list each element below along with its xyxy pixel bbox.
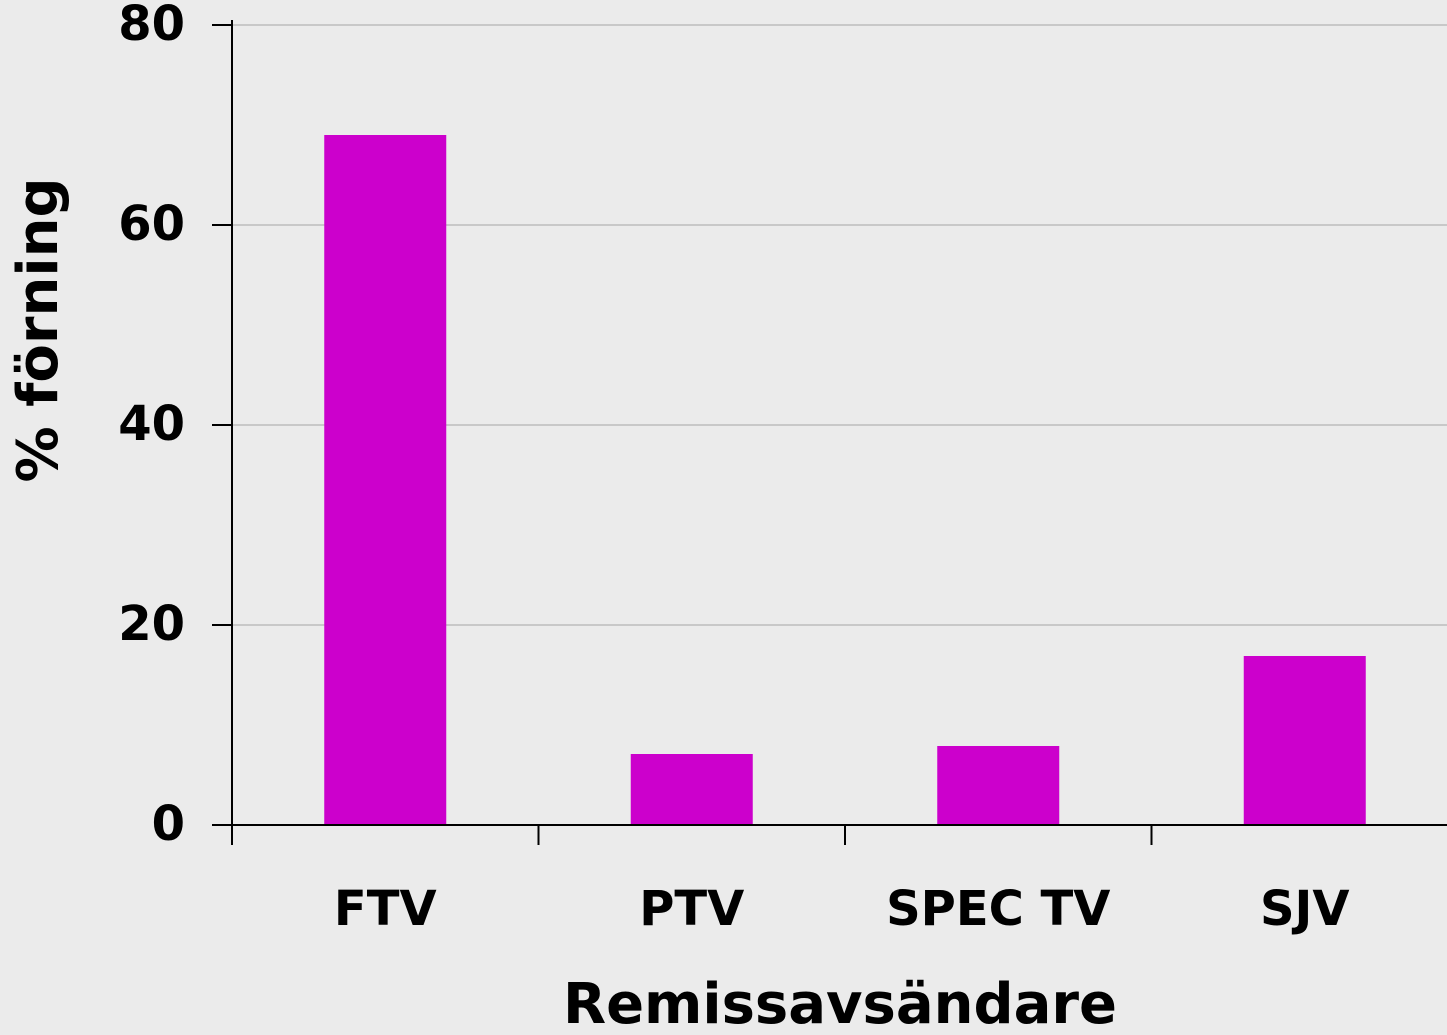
bar	[1243, 656, 1366, 825]
bar	[324, 135, 447, 825]
y-tick-label: 0	[152, 796, 185, 852]
y-tick-label: 80	[118, 0, 185, 52]
x-tick-label: PTV	[639, 881, 744, 937]
x-tick-label: SPEC TV	[886, 881, 1110, 937]
y-tick-label: 60	[118, 196, 185, 252]
bar	[937, 746, 1060, 825]
bar	[630, 754, 753, 825]
y-axis-title: % förning	[6, 177, 71, 482]
y-tick-label: 20	[118, 596, 185, 652]
x-tick-label: FTV	[334, 881, 437, 937]
x-tick-label: SJV	[1260, 881, 1350, 937]
x-axis-title: Remissavsändare	[563, 972, 1117, 1035]
y-tick-label: 40	[118, 396, 185, 452]
